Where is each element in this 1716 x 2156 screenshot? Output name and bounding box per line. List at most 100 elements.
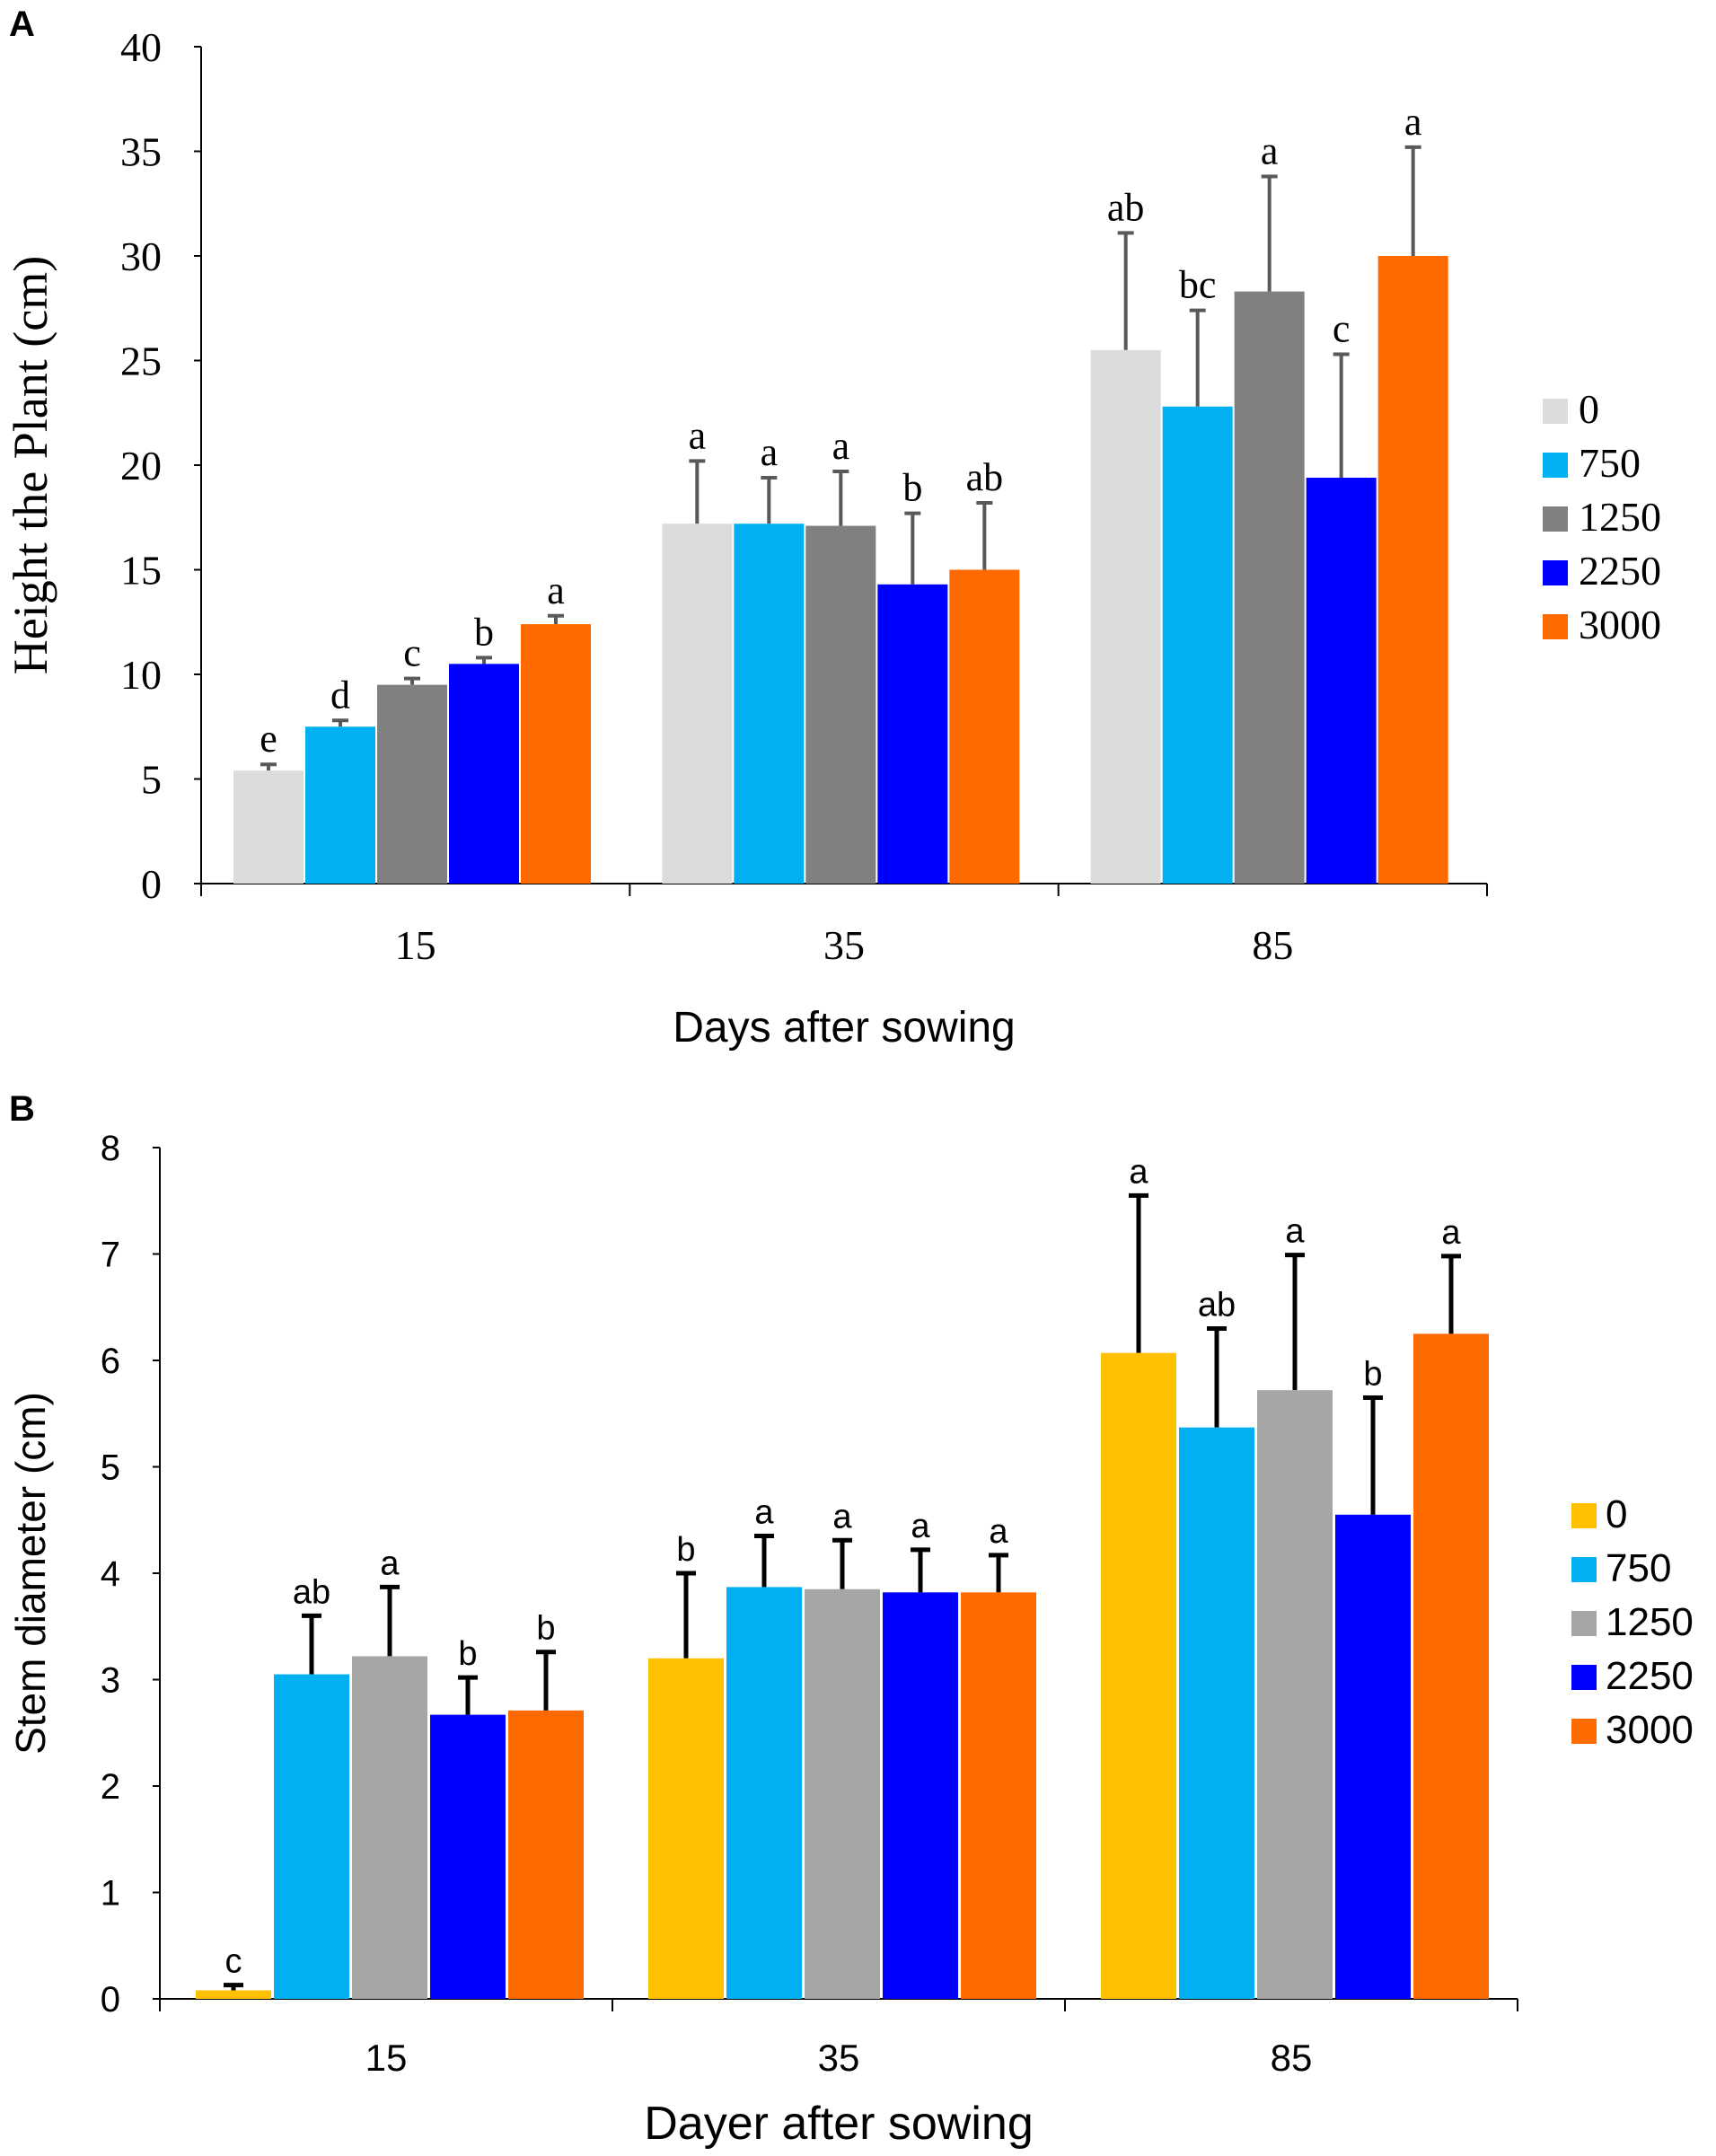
bar xyxy=(1377,256,1448,884)
panel-b-chart: B 0 1 2 3 4 5 6 7 8 15 35 85 Dayer after sowing Stem d… xyxy=(7,1089,1694,2150)
y-axis-label: Stem diameter (cm) xyxy=(7,1392,54,1755)
y-axis-label: Height the Plant (cm) xyxy=(4,256,57,674)
significance-letter: b xyxy=(536,1610,555,1648)
y-tick-label: 35 xyxy=(120,129,162,175)
y-tick-label: 5 xyxy=(101,1448,120,1488)
y-tick-label: 2 xyxy=(101,1767,120,1807)
x-tick-label: 15 xyxy=(395,922,436,968)
bar xyxy=(949,569,1020,884)
y-tick-label: 25 xyxy=(120,339,162,384)
bar xyxy=(1306,477,1377,884)
significance-letter: ab xyxy=(293,1573,330,1611)
significance-letter: c xyxy=(225,1943,242,1981)
x-tick-label: 35 xyxy=(823,922,865,968)
y-tick-label: 40 xyxy=(120,24,162,70)
significance-letter: d xyxy=(330,673,350,717)
significance-letter: a xyxy=(547,568,565,612)
significance-letter: b xyxy=(474,610,494,654)
y-tick-label: 30 xyxy=(120,233,162,279)
legend-label: 1250 xyxy=(1606,1600,1694,1644)
bar xyxy=(961,1592,1036,1999)
bar xyxy=(196,1990,271,1999)
legend-swatch xyxy=(1543,614,1568,639)
bar xyxy=(1234,291,1305,884)
legend-swatch xyxy=(1543,560,1568,585)
significance-letter: a xyxy=(911,1508,930,1545)
significance-letter: a xyxy=(1261,128,1279,172)
y-tick-label: 7 xyxy=(101,1236,120,1275)
legend-swatch xyxy=(1543,453,1568,478)
y-tick-label: 20 xyxy=(120,443,162,488)
significance-letter: a xyxy=(761,430,779,474)
x-tick-label: 15 xyxy=(365,2037,408,2079)
legend-label: 0 xyxy=(1606,1492,1627,1536)
bar xyxy=(1335,1514,1411,1999)
significance-letter: a xyxy=(1129,1153,1148,1191)
legend-swatch xyxy=(1543,506,1568,532)
y-tick-label: 0 xyxy=(141,861,162,907)
bar xyxy=(883,1592,958,1999)
bar xyxy=(449,664,519,884)
bar xyxy=(734,524,805,884)
significance-letter: c xyxy=(403,631,421,675)
significance-letter: a xyxy=(1285,1213,1305,1251)
y-tick-label: 0 xyxy=(101,1980,120,2020)
y-tick-label: 15 xyxy=(120,548,162,594)
legend-swatch xyxy=(1571,1719,1597,1744)
significance-letter: ab xyxy=(966,455,1004,499)
significance-letter: b xyxy=(676,1531,695,1569)
legend-label: 2250 xyxy=(1579,548,1661,594)
significance-letter: b xyxy=(458,1635,477,1673)
legend-swatch xyxy=(1571,1611,1597,1636)
bar xyxy=(805,1588,880,1999)
x-tick-label: 35 xyxy=(818,2037,860,2079)
x-tick-label: 85 xyxy=(1271,2037,1313,2079)
bar xyxy=(726,1587,802,1999)
legend-label: 2250 xyxy=(1606,1654,1694,1698)
x-tick-label: 85 xyxy=(1252,922,1293,968)
bar xyxy=(233,770,304,884)
y-tick-label: 8 xyxy=(101,1129,120,1168)
legend-label: 750 xyxy=(1606,1546,1671,1590)
significance-letter: c xyxy=(1333,307,1351,351)
bar xyxy=(648,1658,724,1999)
significance-letter: bc xyxy=(1179,263,1217,307)
bar xyxy=(877,584,948,884)
bar xyxy=(305,726,375,884)
y-tick-label: 1 xyxy=(101,1874,120,1914)
legend-swatch xyxy=(1571,1557,1597,1582)
significance-letter: a xyxy=(989,1513,1008,1551)
bar xyxy=(377,684,447,884)
bar xyxy=(1090,349,1161,884)
bar xyxy=(1257,1390,1333,1999)
y-tick-label: 10 xyxy=(120,652,162,698)
y-tick-label: 5 xyxy=(141,757,162,803)
y-tick-label: 6 xyxy=(101,1342,120,1381)
x-axis-label: Days after sowing xyxy=(673,1004,1016,1052)
legend-label: 1250 xyxy=(1579,494,1661,540)
bar xyxy=(1162,406,1233,884)
significance-letter: e xyxy=(260,717,277,761)
x-axis-label: Dayer after sowing xyxy=(644,2098,1034,2150)
legend-label: 3000 xyxy=(1579,602,1661,647)
significance-letter: b xyxy=(1363,1355,1382,1393)
legend-label: 750 xyxy=(1579,440,1641,486)
significance-letter: a xyxy=(689,413,707,457)
significance-letter: a xyxy=(380,1544,400,1582)
panel-label: B xyxy=(9,1089,35,1129)
bar xyxy=(1413,1333,1489,1999)
significance-letter: a xyxy=(832,424,850,468)
bar xyxy=(508,1710,584,1999)
significance-letter: ab xyxy=(1198,1286,1236,1324)
bar xyxy=(352,1656,427,1999)
significance-letter: b xyxy=(902,466,922,510)
significance-letter: a xyxy=(832,1498,852,1536)
legend-swatch xyxy=(1543,399,1568,424)
y-tick-label: 3 xyxy=(101,1661,120,1701)
significance-letter: a xyxy=(754,1494,774,1532)
significance-letter: a xyxy=(1404,100,1422,144)
legend-label: 3000 xyxy=(1606,1708,1694,1752)
bar xyxy=(662,524,733,884)
bar xyxy=(274,1674,349,1999)
